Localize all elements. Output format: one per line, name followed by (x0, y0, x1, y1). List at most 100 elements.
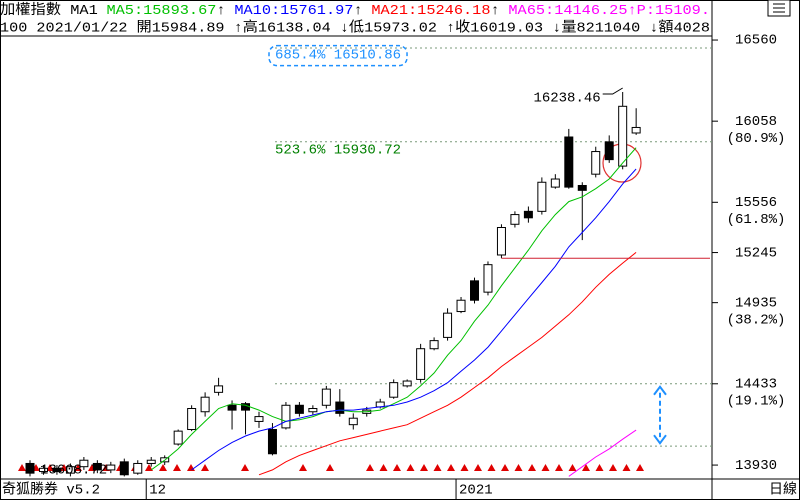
level-label: 685.4% 16510.86 (275, 48, 401, 64)
candle-body (523, 210, 533, 219)
signal-marker (595, 464, 604, 471)
signal-marker (326, 464, 334, 471)
ma-legend: MA5:15893.67 (106, 3, 216, 19)
candle-body (618, 105, 628, 167)
signal-marker (555, 464, 563, 471)
candle-body (133, 462, 143, 474)
header-title: 加權指數 MA1 (0, 2, 98, 19)
y-tick-label: 15556 (735, 195, 777, 211)
y-tick-note: (38.2%) (727, 312, 786, 328)
signal-marker (74, 464, 82, 471)
y-tick-label: 16560 (735, 33, 777, 49)
ma-line (191, 168, 637, 471)
signal-marker (514, 464, 523, 471)
signal-marker (541, 464, 550, 471)
candle-body (52, 467, 62, 473)
candle-body (564, 136, 574, 188)
signal-marker (501, 464, 509, 471)
signal-marker (447, 464, 455, 471)
candle-body (146, 459, 156, 464)
ma-arrow: ↑ (490, 3, 499, 19)
signal-marker (487, 464, 496, 471)
arrow-head (653, 385, 667, 445)
candle-body (65, 466, 75, 474)
candle-body (591, 151, 601, 175)
signal-marker (609, 464, 617, 471)
ma-legend: MA65:14146.25 (508, 3, 627, 19)
candle-body (335, 401, 345, 414)
high-label: 16238.46 (533, 91, 600, 107)
signal-marker (474, 464, 482, 471)
candle-body (348, 417, 358, 426)
signal-marker (460, 464, 469, 471)
candle-body (510, 214, 520, 225)
signal-marker (241, 464, 249, 471)
candle-body (38, 467, 48, 473)
signal-marker (299, 464, 307, 471)
signal-marker (379, 464, 388, 471)
signal-marker (393, 464, 401, 471)
ma-line (150, 147, 637, 471)
signal-marker (173, 464, 181, 471)
candle-body (443, 312, 453, 338)
ma-arrow: ↑ (216, 3, 225, 19)
candle-body (173, 430, 183, 445)
signal-marker (145, 464, 153, 471)
candle-body (631, 126, 641, 134)
candle-body (550, 178, 560, 188)
signal-marker (636, 464, 644, 471)
candle-body (389, 382, 399, 398)
level-label: 523.6% 15930.72 (275, 142, 401, 158)
signal-marker (159, 464, 167, 471)
y-tick-note: (61.8%) (727, 212, 786, 228)
signal-marker (406, 464, 415, 471)
signal-marker (433, 464, 442, 471)
candle-body (214, 385, 224, 393)
candle-body (281, 404, 291, 429)
period: 日線 (769, 482, 797, 499)
candle-body (119, 461, 129, 476)
signal-marker (568, 464, 577, 471)
high-leader (602, 87, 623, 95)
signal-marker (366, 464, 374, 471)
candle-body (267, 429, 277, 455)
candle-body (187, 408, 197, 431)
signal-marker (528, 464, 536, 471)
candle-body (496, 227, 506, 256)
header-line2: 100 2021/01/22 開15984.89 ↑高16138.04 ↓低15… (0, 19, 710, 37)
candle-body (79, 459, 89, 468)
candle-body (577, 184, 587, 191)
y-tick-label: 14433 (735, 376, 777, 392)
candle-body (308, 408, 318, 413)
candle-body (321, 388, 331, 406)
ma-line (568, 429, 637, 477)
signal-marker (18, 464, 26, 471)
x-tick-label: 12 (149, 483, 166, 499)
candle-body (294, 404, 304, 414)
candle-body (254, 416, 264, 422)
x-tick-label: 2021 (459, 483, 493, 499)
candle-body (456, 299, 466, 313)
ma-line (258, 252, 637, 476)
signal-marker (201, 464, 209, 471)
ma-arrow: ↑ (353, 3, 362, 19)
candle-body (227, 404, 237, 411)
low-label: 13608.72 (40, 463, 107, 479)
plot-area (18, 47, 712, 477)
candle-body (429, 340, 439, 350)
signal-marker (420, 464, 428, 471)
candle-body (25, 462, 35, 474)
header-line1: 加權指數 MA1 MA5:15893.67 ↑ MA10:15761.97 ↑ MA21:… (0, 2, 710, 19)
y-tick-note: (80.9%) (727, 131, 786, 147)
ma-legend: MA21:15246.18 (371, 3, 490, 19)
ma-arrow: ↑ (628, 3, 637, 19)
candle-body (604, 141, 614, 161)
signal-marker (622, 464, 631, 471)
y-tick-label: 13930 (735, 458, 777, 474)
y-tick-label: 15245 (735, 245, 777, 261)
candle-body (483, 264, 493, 293)
menu-icon (773, 3, 785, 13)
candle-body (416, 348, 426, 380)
